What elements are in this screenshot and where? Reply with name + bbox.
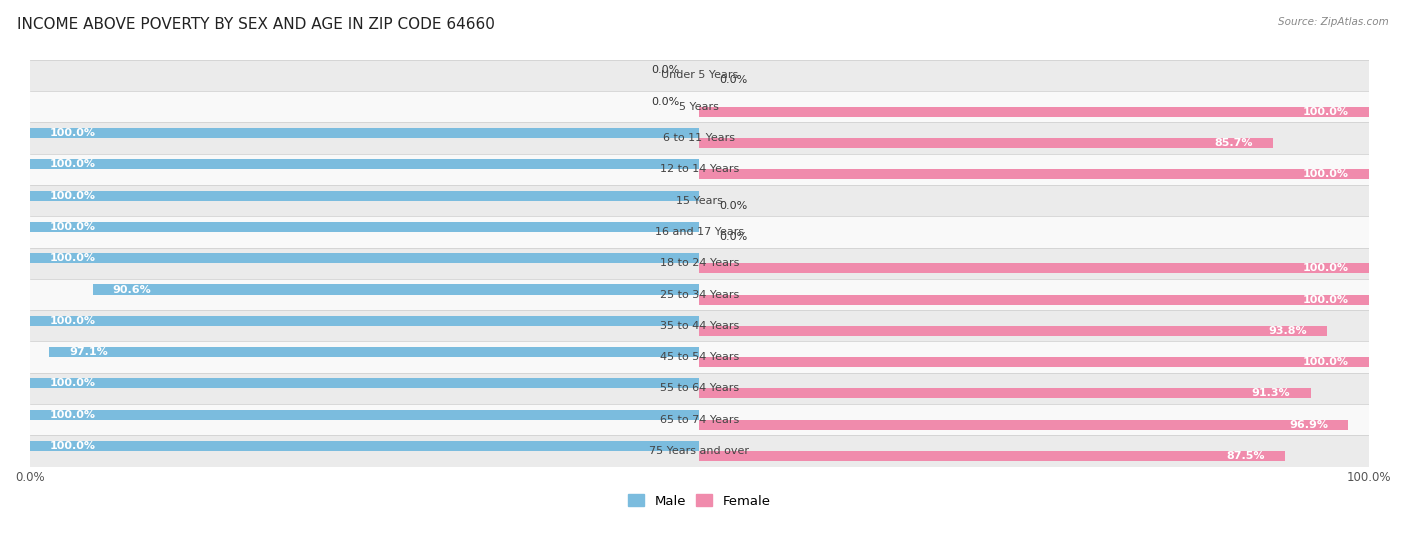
Text: 100.0%: 100.0% [49,441,96,451]
Bar [30,310,1369,342]
Text: Source: ZipAtlas.com: Source: ZipAtlas.com [1278,17,1389,27]
Text: Under 5 Years: Under 5 Years [661,70,738,80]
Bar [30,410,699,420]
Bar [699,420,1348,430]
Text: INCOME ABOVE POVERTY BY SEX AND AGE IN ZIP CODE 64660: INCOME ABOVE POVERTY BY SEX AND AGE IN Z… [17,17,495,32]
Bar [30,435,1369,467]
Text: 0.0%: 0.0% [720,232,748,242]
Bar [93,285,699,295]
Text: 0.0%: 0.0% [651,65,679,75]
Bar [30,191,699,201]
Text: 5 Years: 5 Years [679,102,720,112]
Text: 12 to 14 Years: 12 to 14 Years [659,164,740,174]
Bar [30,441,699,451]
Bar [30,60,1369,91]
Bar [30,91,1369,122]
Text: 100.0%: 100.0% [49,128,96,138]
Legend: Male, Female: Male, Female [623,489,776,513]
Text: 0.0%: 0.0% [720,75,748,86]
Text: 15 Years: 15 Years [676,196,723,206]
Text: 100.0%: 100.0% [1303,169,1348,179]
Text: 85.7%: 85.7% [1215,138,1253,148]
Bar [699,169,1369,179]
Bar [30,159,699,169]
Text: 87.5%: 87.5% [1226,451,1265,461]
Bar [30,373,1369,404]
Text: 100.0%: 100.0% [49,378,96,389]
Text: 97.1%: 97.1% [69,347,108,357]
Text: 96.9%: 96.9% [1289,420,1327,430]
Text: 90.6%: 90.6% [112,285,152,295]
Text: 6 to 11 Years: 6 to 11 Years [664,133,735,143]
Text: 100.0%: 100.0% [49,159,96,169]
Bar [30,185,1369,216]
Bar [699,357,1369,367]
Text: 16 and 17 Years: 16 and 17 Years [655,227,744,237]
Bar [699,107,1369,117]
Bar [30,248,1369,279]
Text: 100.0%: 100.0% [1303,295,1348,305]
Text: 100.0%: 100.0% [49,191,96,201]
Bar [30,404,1369,435]
Text: 55 to 64 Years: 55 to 64 Years [659,383,738,394]
Text: 100.0%: 100.0% [49,222,96,232]
Bar [30,216,1369,248]
Text: 75 Years and over: 75 Years and over [650,446,749,456]
Bar [699,326,1327,336]
Text: 18 to 24 Years: 18 to 24 Years [659,258,740,268]
Bar [699,295,1369,305]
Bar [699,389,1310,399]
Text: 25 to 34 Years: 25 to 34 Years [659,290,740,300]
Bar [699,451,1285,461]
Text: 100.0%: 100.0% [49,316,96,326]
Text: 100.0%: 100.0% [49,253,96,263]
Bar [30,122,1369,154]
Text: 91.3%: 91.3% [1251,389,1291,399]
Text: 0.0%: 0.0% [651,97,679,107]
Bar [30,253,699,263]
Bar [30,222,699,232]
Text: 93.8%: 93.8% [1268,326,1308,336]
Text: 100.0%: 100.0% [1303,263,1348,273]
Bar [30,378,699,389]
Text: 100.0%: 100.0% [49,410,96,420]
Text: 100.0%: 100.0% [1303,107,1348,117]
Text: 65 to 74 Years: 65 to 74 Years [659,415,740,425]
Text: 100.0%: 100.0% [1303,357,1348,367]
Text: 0.0%: 0.0% [720,201,748,211]
Bar [30,316,699,326]
Bar [30,279,1369,310]
Bar [30,342,1369,373]
Text: 35 to 44 Years: 35 to 44 Years [659,321,740,331]
Bar [30,128,699,138]
Bar [49,347,699,357]
Text: 45 to 54 Years: 45 to 54 Years [659,352,740,362]
Bar [30,154,1369,185]
Bar [699,138,1272,148]
Bar [699,263,1369,273]
